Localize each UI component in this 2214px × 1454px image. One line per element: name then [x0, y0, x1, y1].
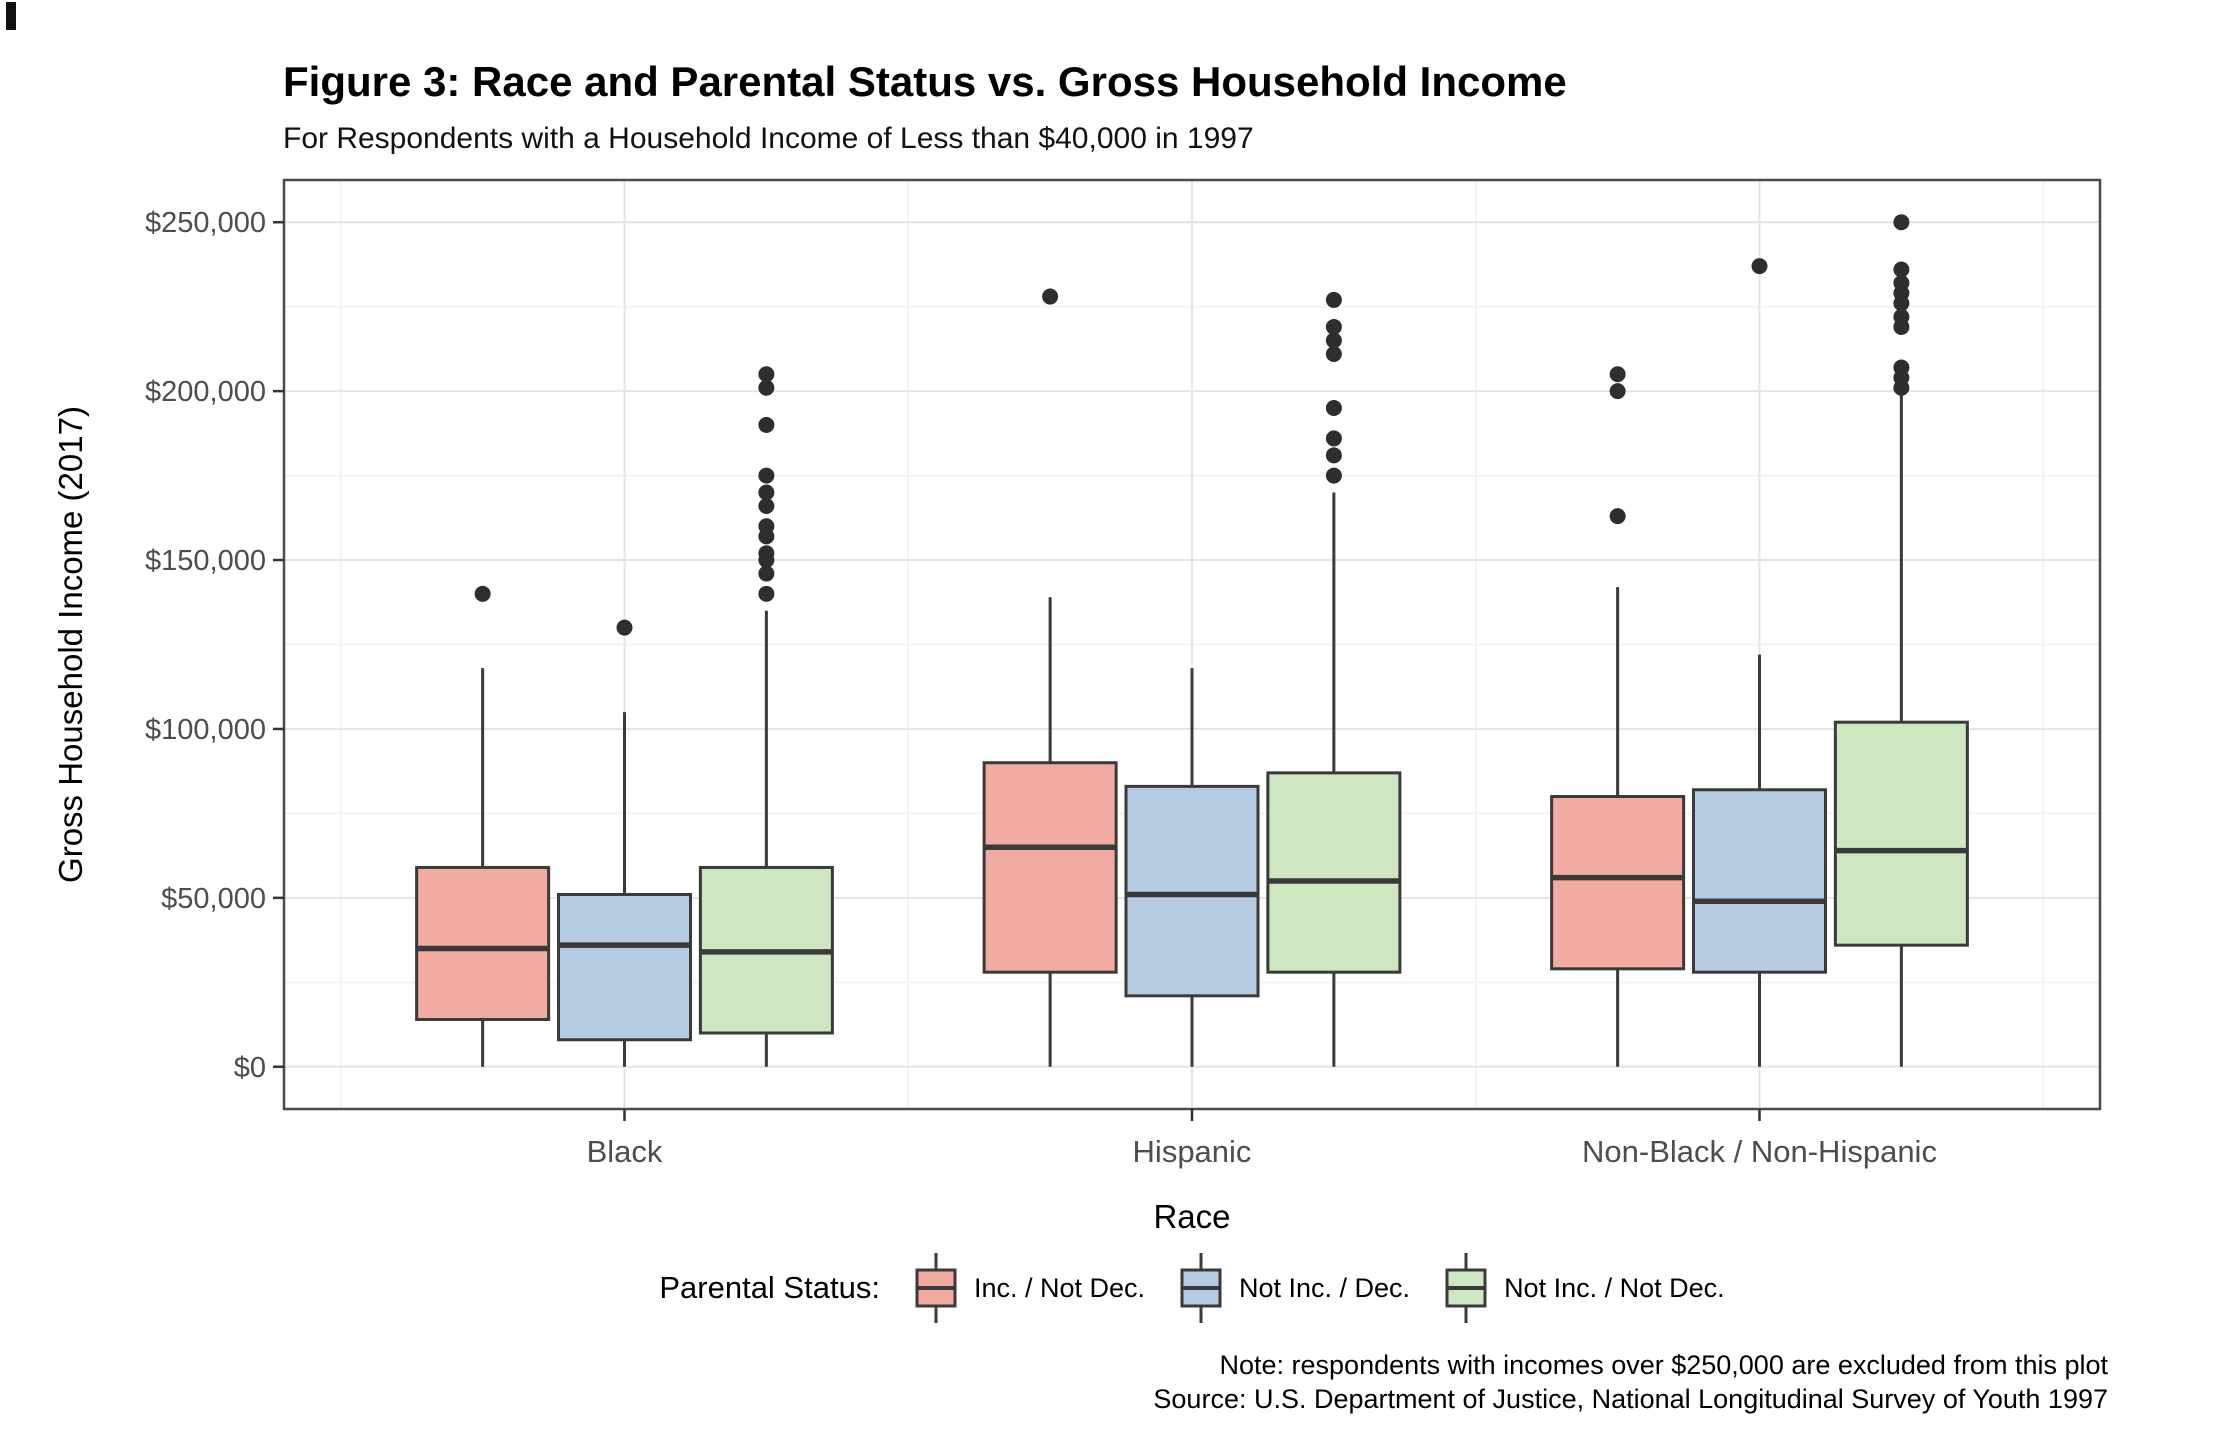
chart-title: Figure 3: Race and Parental Status vs. G…	[283, 58, 1567, 105]
boxplot-key-icon-green	[1445, 1253, 1487, 1323]
legend-entry-not-inc-dec: Not Inc. / Dec.	[1177, 1249, 1410, 1327]
svg-text:$250,000: $250,000	[145, 207, 266, 239]
boxplot-key-icon-salmon	[915, 1253, 957, 1323]
svg-text:Black: Black	[587, 1134, 663, 1169]
legend-label: Not Inc. / Not Dec.	[1504, 1272, 1725, 1303]
legend-entry-not-inc-not-dec: Not Inc. / Not Dec.	[1442, 1249, 1725, 1327]
svg-text:$50,000: $50,000	[161, 883, 266, 915]
chart-subtitle: For Respondents with a Household Income …	[283, 122, 1254, 155]
legend-label: Inc. / Not Dec.	[973, 1272, 1145, 1303]
boxplot-key-icon-blue	[1180, 1253, 1222, 1323]
svg-text:Race: Race	[1153, 1198, 1230, 1235]
legend: Parental Status: Inc. / Not Dec. Not Inc…	[170, 1242, 2214, 1334]
svg-text:$100,000: $100,000	[145, 714, 266, 746]
legend-title: Parental Status:	[659, 1270, 880, 1305]
svg-text:Non-Black / Non-Hispanic: Non-Black / Non-Hispanic	[1582, 1134, 1937, 1169]
source-line: Source: U.S. Department of Justice, Nati…	[1153, 1384, 2108, 1414]
svg-text:$200,000: $200,000	[145, 376, 266, 408]
legend-label: Not Inc. / Dec.	[1239, 1272, 1411, 1303]
svg-text:Gross Household Income (2017): Gross Household Income (2017)	[52, 406, 89, 883]
footnotes: Note: respondents with incomes over $250…	[1153, 1348, 2108, 1416]
svg-text:Hispanic: Hispanic	[1133, 1134, 1252, 1169]
svg-text:$150,000: $150,000	[145, 545, 266, 577]
svg-text:$0: $0	[234, 1052, 266, 1084]
screenshot-artifact	[6, 2, 16, 30]
legend-entry-inc-not-dec: Inc. / Not Dec.	[912, 1249, 1145, 1327]
note-line: Note: respondents with incomes over $250…	[1219, 1350, 2109, 1380]
